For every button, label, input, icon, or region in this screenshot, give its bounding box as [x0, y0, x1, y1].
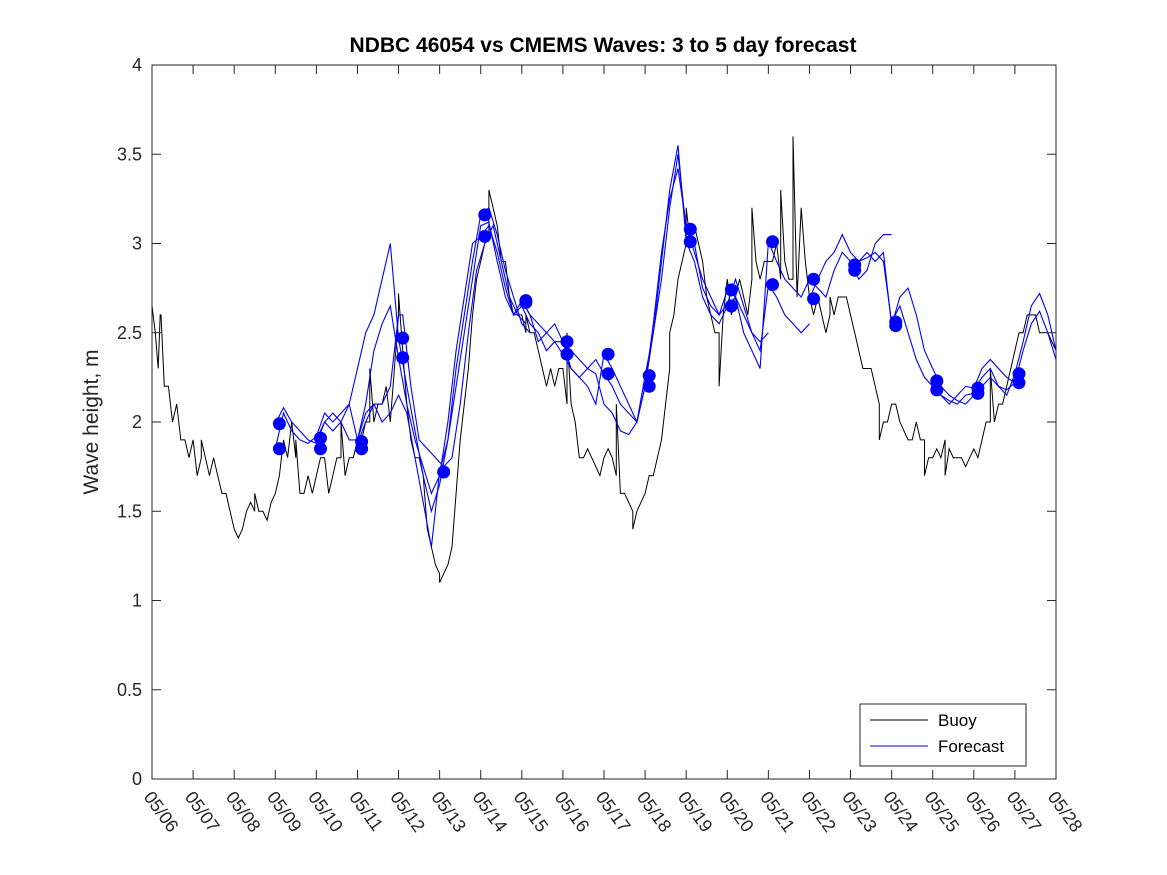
y-tick-label: 2: [132, 412, 142, 432]
x-tick-label: 05/10: [304, 788, 347, 836]
forecast-marker: [314, 442, 327, 456]
x-tick-label: 05/07: [181, 788, 224, 836]
y-tick-label: 3.5: [117, 144, 142, 164]
forecast-markers: [272, 208, 1026, 479]
x-tick-label: 05/12: [386, 788, 429, 836]
x-tick-label: 05/09: [263, 788, 306, 836]
forecast-marker: [601, 347, 615, 361]
forecast-marker: [519, 295, 533, 309]
forecast-marker: [272, 417, 286, 431]
legend: Buoy Forecast: [859, 703, 1027, 767]
x-tick-label: 05/06: [140, 788, 183, 836]
y-axis: 0 0.5 1 1.5 2 2.5 3 3.5 4: [117, 55, 1056, 789]
y-axis-label: Wave height, m: [80, 349, 103, 494]
forecast-marker: [1012, 367, 1026, 381]
forecast-marker: [848, 263, 862, 277]
forecast-marker: [642, 369, 656, 383]
forecast-marker: [437, 465, 451, 479]
forecast-marker: [478, 229, 492, 243]
y-tick-label: 4: [132, 55, 142, 75]
forecast-marker: [314, 431, 327, 445]
x-tick-label: 05/15: [510, 788, 553, 836]
x-tick-label: 05/23: [838, 788, 881, 836]
plot-area: [151, 64, 1057, 780]
forecast-marker: [889, 319, 903, 333]
x-tick-label: 05/08: [222, 788, 265, 836]
forecast-marker: [683, 222, 697, 236]
legend-box: [859, 703, 1027, 767]
axes-box: [151, 64, 1057, 780]
x-tick-label: 05/11: [345, 788, 387, 835]
forecast-marker: [560, 335, 574, 349]
x-tick-label: 05/18: [633, 788, 676, 836]
x-tick-label: 05/22: [797, 788, 840, 836]
forecast-marker: [766, 278, 779, 292]
forecast-marker: [930, 374, 944, 388]
forecast-marker: [396, 331, 410, 345]
y-tick-label: 1: [132, 591, 142, 611]
x-tick-label: 05/21: [756, 788, 799, 836]
forecast-marker: [807, 292, 821, 306]
x-tick-label: 05/20: [715, 788, 758, 836]
y-tick-label: 3: [132, 234, 142, 254]
buoy-series: [151, 136, 1057, 583]
forecast-marker: [355, 442, 369, 456]
forecast-marker: [396, 351, 410, 365]
x-tick-label: 05/14: [468, 788, 511, 836]
x-tick-label: 05/16: [551, 788, 594, 836]
forecast-marker: [642, 379, 656, 393]
forecast-marker: [560, 347, 574, 361]
x-tick-label: 05/17: [592, 788, 635, 836]
legend-forecast-label: Forecast: [938, 737, 1004, 756]
x-tick-label: 05/13: [427, 788, 470, 836]
buoy-line: [151, 136, 1057, 583]
x-tick-label: 05/19: [674, 788, 717, 836]
forecast-marker: [807, 272, 821, 286]
forecast-marker: [601, 367, 615, 381]
forecast-marker: [724, 299, 738, 313]
forecast-marker: [766, 235, 779, 249]
forecast-marker: [930, 383, 944, 397]
x-tick-label: 05/27: [1003, 788, 1046, 836]
forecast-line: [603, 168, 810, 424]
x-tick-label: 05/26: [962, 788, 1005, 836]
forecast-line: [932, 292, 1057, 405]
x-tick-label: 05/25: [920, 788, 963, 836]
y-tick-label: 2.5: [117, 323, 142, 343]
forecast-marker: [1012, 376, 1026, 390]
forecast-marker: [724, 283, 738, 297]
forecast-marker: [272, 442, 286, 456]
legend-buoy-label: Buoy: [938, 711, 977, 730]
chart-title: NDBC 46054 vs CMEMS Waves: 3 to 5 day fo…: [350, 34, 857, 57]
forecast-marker: [478, 208, 492, 222]
x-tick-label: 05/28: [1044, 788, 1087, 836]
y-tick-label: 0: [132, 769, 142, 789]
y-tick-label: 1.5: [117, 501, 142, 521]
y-tick-label: 0.5: [117, 680, 142, 700]
forecast-marker: [971, 386, 985, 400]
x-tick-label: 05/24: [879, 788, 922, 836]
forecast-marker: [683, 235, 697, 249]
